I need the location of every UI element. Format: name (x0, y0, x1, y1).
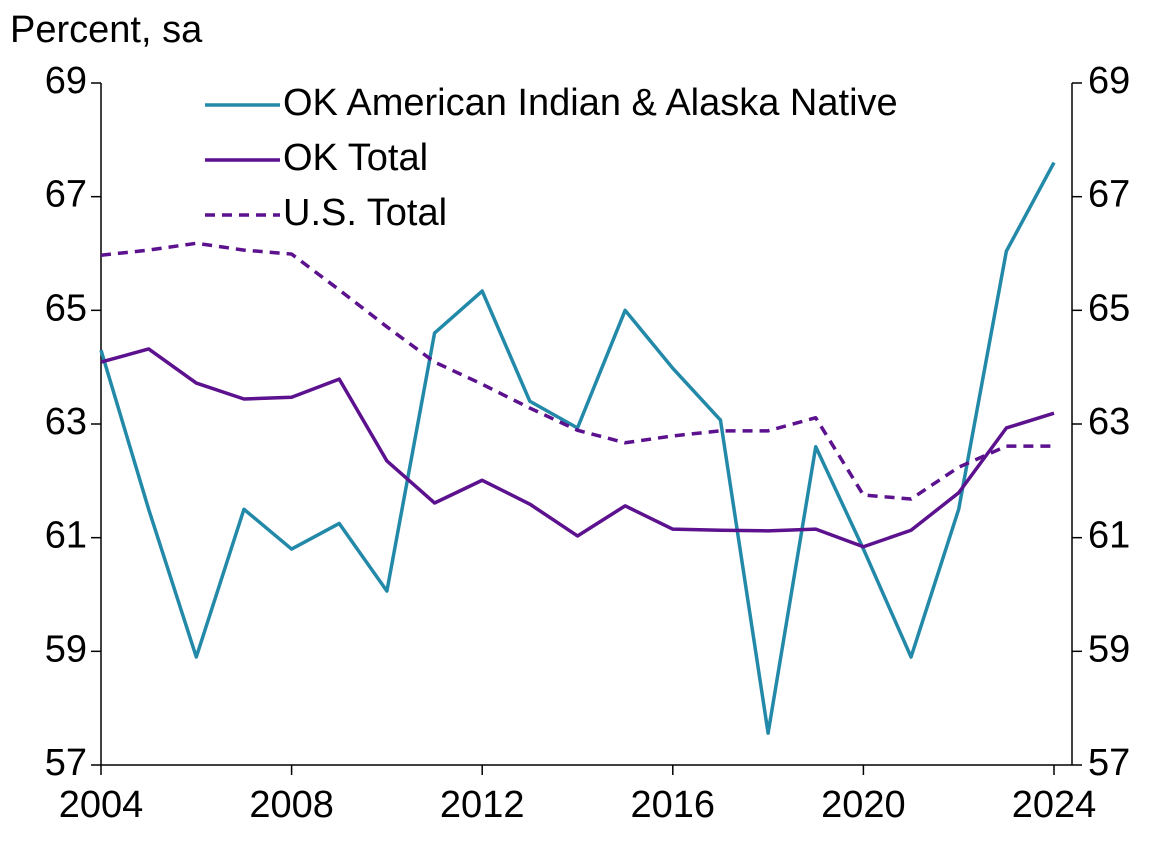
legend-label: U.S. Total (283, 192, 447, 234)
y-tick-label: 69 (45, 60, 87, 102)
y-tick-label: 63 (45, 401, 87, 443)
y-tick-label: 57 (45, 742, 87, 784)
y-tick-label: 59 (45, 628, 87, 670)
y2-tick-label: 59 (1088, 628, 1130, 670)
y-tick-label: 61 (45, 515, 87, 557)
x-tick-label: 2024 (1012, 784, 1097, 826)
legend-label: OK American Indian & Alaska Native (283, 82, 898, 124)
x-tick-label: 2004 (59, 784, 144, 826)
y-axis-label: Percent, sa (10, 9, 203, 51)
x-tick-label: 2016 (631, 784, 716, 826)
y-tick-label: 67 (45, 174, 87, 216)
x-tick-label: 2020 (821, 784, 906, 826)
y2-tick-label: 61 (1088, 515, 1130, 557)
y2-tick-label: 67 (1088, 174, 1130, 216)
y2-tick-label: 57 (1088, 742, 1130, 784)
x-tick-label: 2012 (440, 784, 525, 826)
series-line (100, 241, 1054, 501)
y2-tick-label: 63 (1088, 401, 1130, 443)
y-tick-label: 65 (45, 287, 87, 329)
x-tick-label: 2008 (249, 784, 334, 826)
series-line (99, 161, 1056, 735)
y2-tick-label: 65 (1088, 287, 1130, 329)
y2-tick-label: 69 (1088, 60, 1130, 102)
legend-label: OK Total (283, 137, 428, 179)
series-line (100, 347, 1055, 549)
